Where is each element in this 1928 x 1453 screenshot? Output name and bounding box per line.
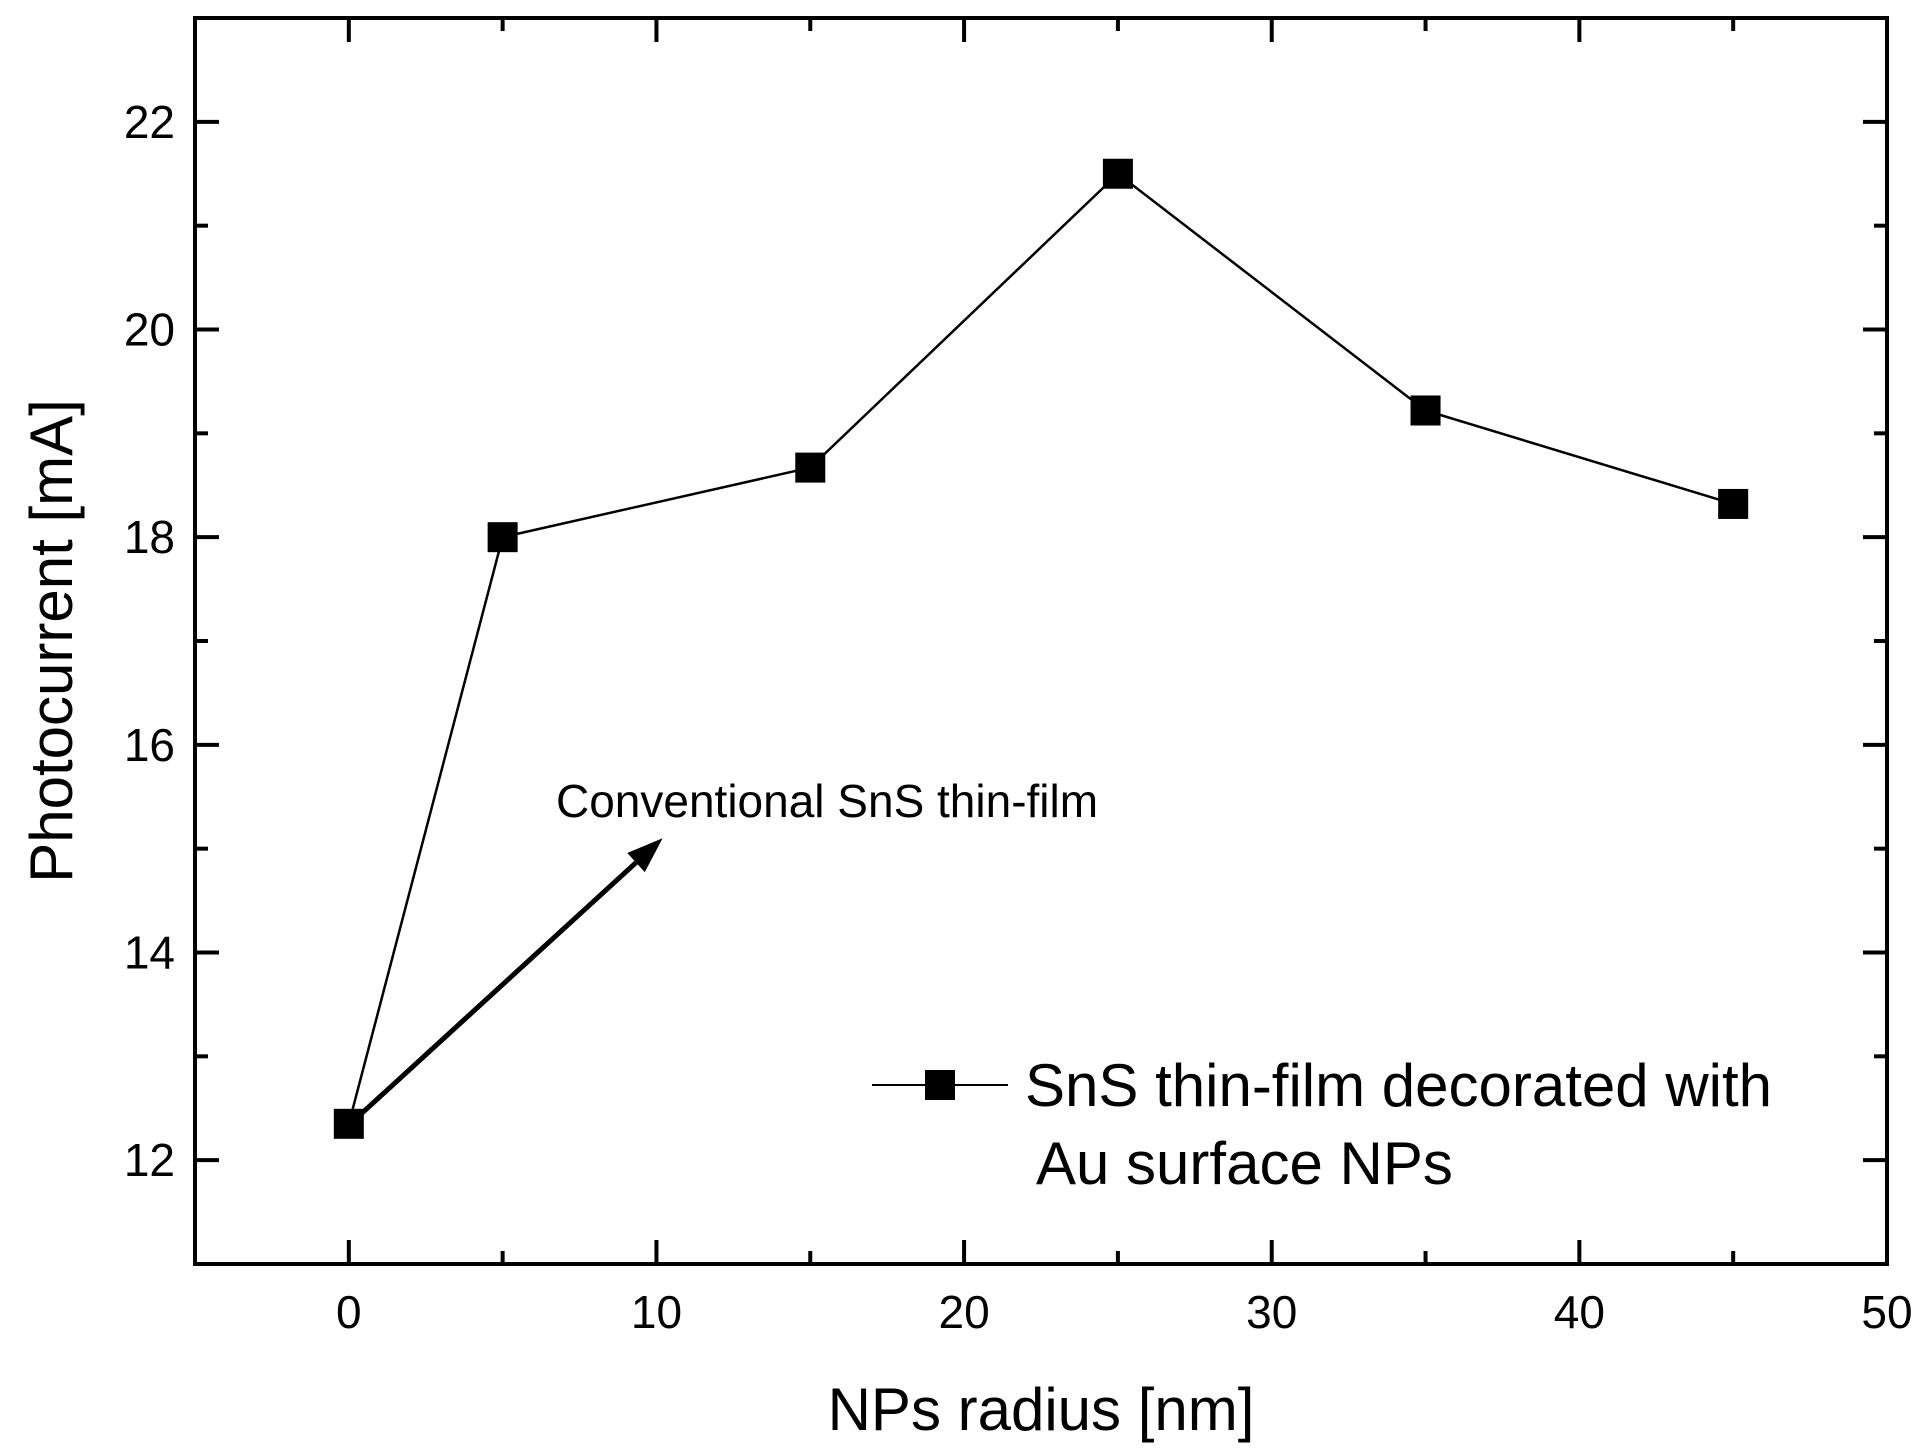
series-line <box>347 172 1734 1125</box>
legend-marker-square <box>925 1070 955 1100</box>
y-tick-label: 14 <box>124 927 175 979</box>
plot-frame <box>193 16 1889 1266</box>
x-tick-label: 40 <box>1554 1286 1605 1338</box>
annotation-arrow-head <box>627 838 663 873</box>
annotation-text: Conventional SnS thin-film <box>556 775 1098 827</box>
y-tick-label: 12 <box>124 1134 175 1186</box>
x-axis-title: NPs radius [nm] <box>828 1376 1255 1443</box>
data-point-marker <box>487 522 518 553</box>
x-tick-label: 10 <box>631 1286 682 1338</box>
annotation-layer: Conventional SnS thin-film <box>355 775 1098 1120</box>
y-tick-label: 20 <box>124 304 175 356</box>
series-layer <box>333 158 1749 1139</box>
tick-labels-layer: 0 10 20 30 40 50 12 14 16 18 20 22 <box>124 96 1913 1338</box>
annotation-arrow <box>355 860 638 1120</box>
y-tick-label: 16 <box>124 719 175 771</box>
data-point-marker <box>1102 158 1133 189</box>
y-tick-label: 22 <box>124 96 175 148</box>
x-tick-label: 50 <box>1861 1286 1912 1338</box>
x-tick-label: 20 <box>939 1286 990 1338</box>
x-tick-label: 0 <box>336 1286 362 1338</box>
data-point-marker <box>795 452 826 483</box>
legend: SnS thin-film decorated with Au surface … <box>872 1052 1772 1197</box>
y-axis-title: Photocurrent [mA] <box>18 399 85 883</box>
data-point-marker <box>1410 395 1441 426</box>
x-tick-label: 30 <box>1246 1286 1297 1338</box>
data-point-marker <box>1718 488 1749 519</box>
legend-label-line2: Au surface NPs <box>1036 1130 1453 1197</box>
legend-label-line1: SnS thin-film decorated with <box>1025 1052 1772 1119</box>
y-tick-label: 18 <box>124 511 175 563</box>
